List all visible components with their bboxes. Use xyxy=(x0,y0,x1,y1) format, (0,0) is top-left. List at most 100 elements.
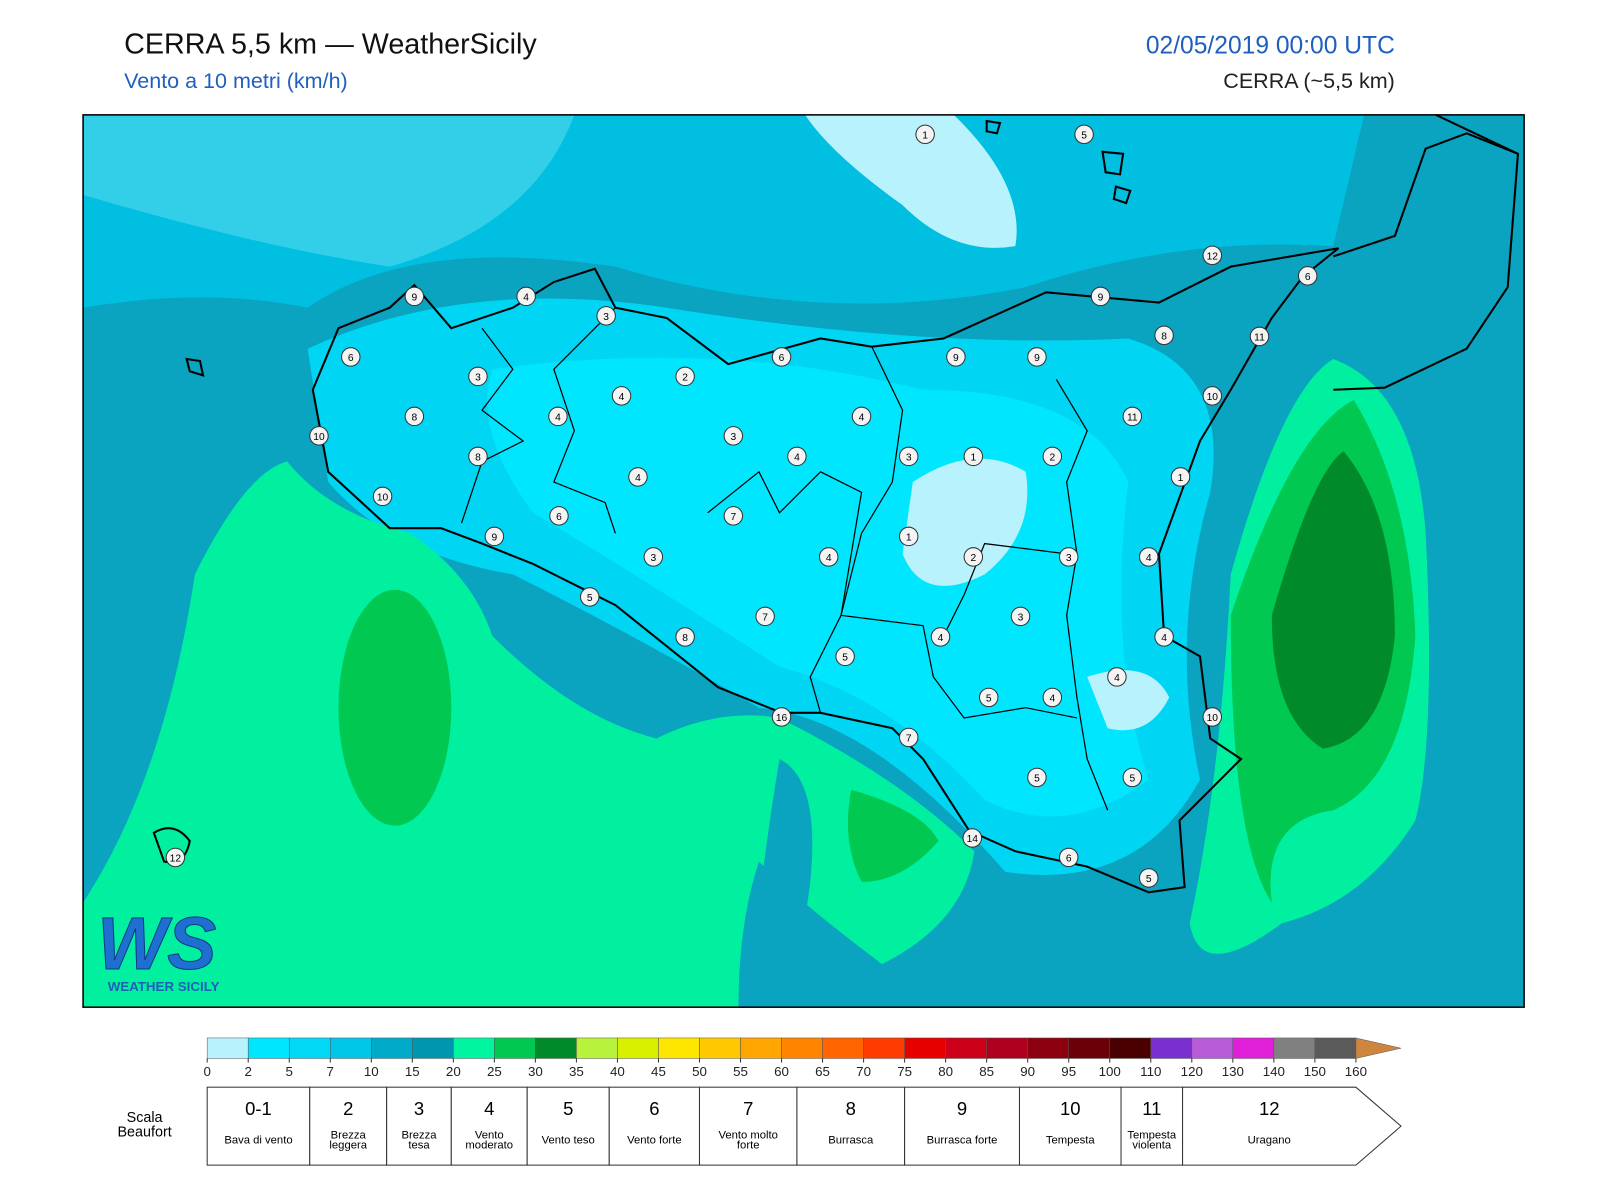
beaufort-name: Tempesta xyxy=(1046,1135,1096,1147)
station-marker xyxy=(915,124,935,145)
beaufort-number: 8 xyxy=(846,1098,856,1119)
colorbar-tick-label: 5 xyxy=(286,1064,293,1079)
colorbar-swatch xyxy=(206,1037,249,1059)
station-marker xyxy=(404,286,425,307)
station-marker xyxy=(1027,347,1047,367)
colorbar-tick-label: 95 xyxy=(1061,1064,1076,1079)
station-marker xyxy=(1090,286,1111,307)
station-marker xyxy=(898,526,919,547)
station-value: 1 xyxy=(1178,473,1184,484)
station-marker xyxy=(549,506,569,526)
colorbar-swatch xyxy=(576,1037,618,1059)
beaufort-name: Vento molto forte xyxy=(718,1129,778,1151)
station-value: 5 xyxy=(587,593,593,604)
beaufort-cell xyxy=(904,1086,1020,1166)
colorbar-tick-label: 30 xyxy=(528,1064,543,1079)
colorbar-swatch xyxy=(247,1037,290,1059)
station-value: 2 xyxy=(970,553,976,564)
colorbar-swatch xyxy=(329,1037,372,1059)
station-marker xyxy=(1042,446,1063,467)
colorbar-tick-label: 35 xyxy=(569,1064,584,1079)
beaufort-name: Vento teso xyxy=(542,1135,595,1147)
colorbar-tick-label: 150 xyxy=(1304,1064,1326,1079)
station-value: 4 xyxy=(1114,673,1120,684)
station-value: 9 xyxy=(412,293,418,304)
station-value: 7 xyxy=(730,512,736,523)
colorbar-swatch xyxy=(781,1037,823,1059)
station-marker xyxy=(643,547,664,567)
beaufort-number: 11 xyxy=(1142,1098,1161,1119)
station-marker xyxy=(611,386,632,406)
colorbar-swatch xyxy=(453,1037,495,1059)
station-value: 9 xyxy=(953,353,959,364)
station-marker xyxy=(1122,406,1143,427)
station-value: 7 xyxy=(906,734,912,745)
station-marker xyxy=(1074,124,1094,145)
colorbar-tick-label: 130 xyxy=(1222,1064,1244,1079)
beaufort-number: 3 xyxy=(414,1098,424,1119)
station-value: 8 xyxy=(682,633,688,644)
station-marker xyxy=(771,347,792,367)
station-value: 6 xyxy=(348,353,354,364)
colorbar-swatch xyxy=(699,1037,741,1059)
station-marker xyxy=(341,347,361,367)
station-marker xyxy=(675,366,695,387)
beaufort-name: Tempesta violenta xyxy=(1127,1129,1177,1151)
beaufort-number: 0-1 xyxy=(245,1098,272,1119)
station-value: 3 xyxy=(730,432,736,443)
station-marker xyxy=(468,446,488,467)
colorbar-swatch xyxy=(1191,1037,1234,1059)
station-value: 9 xyxy=(492,533,498,544)
colorbar-swatch xyxy=(658,1037,700,1059)
colorbar-tick-label: 60 xyxy=(774,1064,789,1079)
station-value: 3 xyxy=(1066,553,1072,564)
colorbar-swatch xyxy=(1150,1037,1193,1059)
beaufort-cell xyxy=(206,1086,311,1166)
station-value: 4 xyxy=(938,633,944,644)
station-value: 3 xyxy=(1018,613,1024,624)
station-marker xyxy=(1202,707,1223,727)
station-value: 4 xyxy=(523,293,529,304)
station-marker xyxy=(1154,627,1174,647)
station-marker xyxy=(1107,667,1127,687)
colorbar-tick-label: 15 xyxy=(405,1064,420,1079)
station-value: 10 xyxy=(1207,392,1219,403)
station-marker xyxy=(1058,547,1079,567)
station-marker xyxy=(1202,245,1223,266)
station-marker xyxy=(1122,767,1143,788)
station-value: 5 xyxy=(986,694,992,705)
station-value: 14 xyxy=(967,834,979,845)
station-marker xyxy=(468,366,488,387)
station-value: 3 xyxy=(906,453,912,464)
colorbar-tick-label: 55 xyxy=(733,1064,748,1079)
station-value: 4 xyxy=(826,553,832,564)
colorbar-tick-label: 160 xyxy=(1345,1064,1367,1079)
station-value: 4 xyxy=(1146,553,1152,564)
colorbar-swatch xyxy=(945,1037,987,1059)
station-marker xyxy=(596,306,616,326)
station-marker xyxy=(516,286,536,307)
station-value: 4 xyxy=(1161,633,1167,644)
colorbar-swatch xyxy=(288,1037,331,1059)
colorbar-tick-label: 140 xyxy=(1263,1064,1285,1079)
station-value: 6 xyxy=(779,353,785,364)
logo: WS WEATHER SICILY xyxy=(97,902,220,994)
colorbar-tick-label: 80 xyxy=(938,1064,953,1079)
beaufort-cell xyxy=(1182,1086,1402,1166)
beaufort-number: 6 xyxy=(649,1098,659,1119)
colorbar-swatch xyxy=(986,1037,1028,1059)
station-value: 10 xyxy=(313,432,325,443)
colorbar-swatch xyxy=(617,1037,659,1059)
beaufort-number: 12 xyxy=(1259,1098,1280,1119)
station-marker xyxy=(898,727,919,748)
station-marker xyxy=(787,446,807,467)
station-value: 3 xyxy=(650,553,656,564)
colorbar-tick-label: 85 xyxy=(979,1064,994,1079)
beaufort-number: 10 xyxy=(1060,1098,1081,1119)
station-value: 8 xyxy=(1161,331,1167,342)
station-value: 4 xyxy=(619,392,625,403)
colorbar-swatch xyxy=(1273,1037,1316,1059)
station-marker xyxy=(930,627,951,647)
beaufort-scale: Scala Beaufort 0-1 Bava di vento 2 Brezza leg… xyxy=(117,1086,1402,1166)
beaufort-name: Vento forte xyxy=(627,1135,682,1147)
